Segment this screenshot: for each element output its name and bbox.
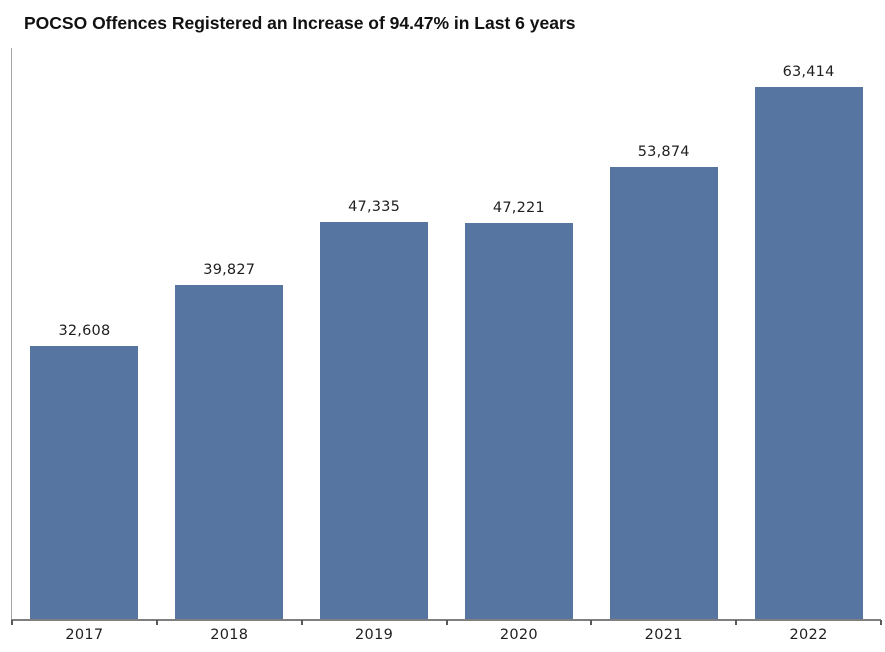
- chart-title: POCSO Offences Registered an Increase of…: [24, 13, 576, 33]
- bar-value-label-2018: 39,827: [203, 262, 256, 278]
- bar-column-2020: 47,221: [446, 48, 591, 620]
- x-axis-tick: [11, 620, 13, 625]
- bar-value-label-2021: 53,874: [637, 143, 690, 160]
- bar-2018: [175, 285, 284, 620]
- x-axis-tick: [880, 620, 882, 625]
- bar-value-label-2020: 47,221: [492, 199, 545, 216]
- x-axis-label-2022: 2022: [789, 627, 828, 643]
- x-axis-label-2018: 2018: [210, 627, 249, 643]
- x-axis-tick: [155, 620, 158, 625]
- bar-column-2021: 53,874: [591, 48, 736, 620]
- x-axis-label-2021: 2021: [644, 627, 683, 643]
- bar-2019: [320, 221, 429, 620]
- x-axis-labels: 2017 2018 2019 2020 2021 2022: [12, 627, 881, 643]
- bar-2022: [754, 86, 863, 620]
- x-axis-label-2020: 2020: [499, 627, 538, 643]
- bars-container: 32,608 39,827 47,335 47,221 53,874 63,414: [12, 48, 881, 620]
- bar-column-2017: 32,608: [12, 48, 157, 620]
- x-axis-tick: [445, 620, 448, 625]
- x-axis-tick: [300, 620, 303, 625]
- bar-column-2022: 63,414: [736, 48, 881, 620]
- x-axis-label-2019: 2019: [355, 627, 394, 643]
- x-axis-tick: [735, 620, 738, 625]
- x-axis-tick: [590, 620, 593, 625]
- bar-column-2019: 47,335: [302, 48, 447, 620]
- bar-2017: [30, 345, 139, 620]
- x-axis-label-2017: 2017: [65, 627, 104, 643]
- bar-2020: [464, 222, 573, 620]
- bar-column-2018: 39,827: [157, 48, 302, 620]
- bar-2021: [609, 166, 718, 620]
- bar-value-label-2019: 47,335: [348, 198, 401, 215]
- plot-area: 32,608 39,827 47,335 47,221 53,874 63,414 201…: [11, 48, 882, 643]
- bar-value-label-2022: 63,414: [782, 63, 835, 80]
- bar-value-label-2017: 32,608: [58, 322, 111, 339]
